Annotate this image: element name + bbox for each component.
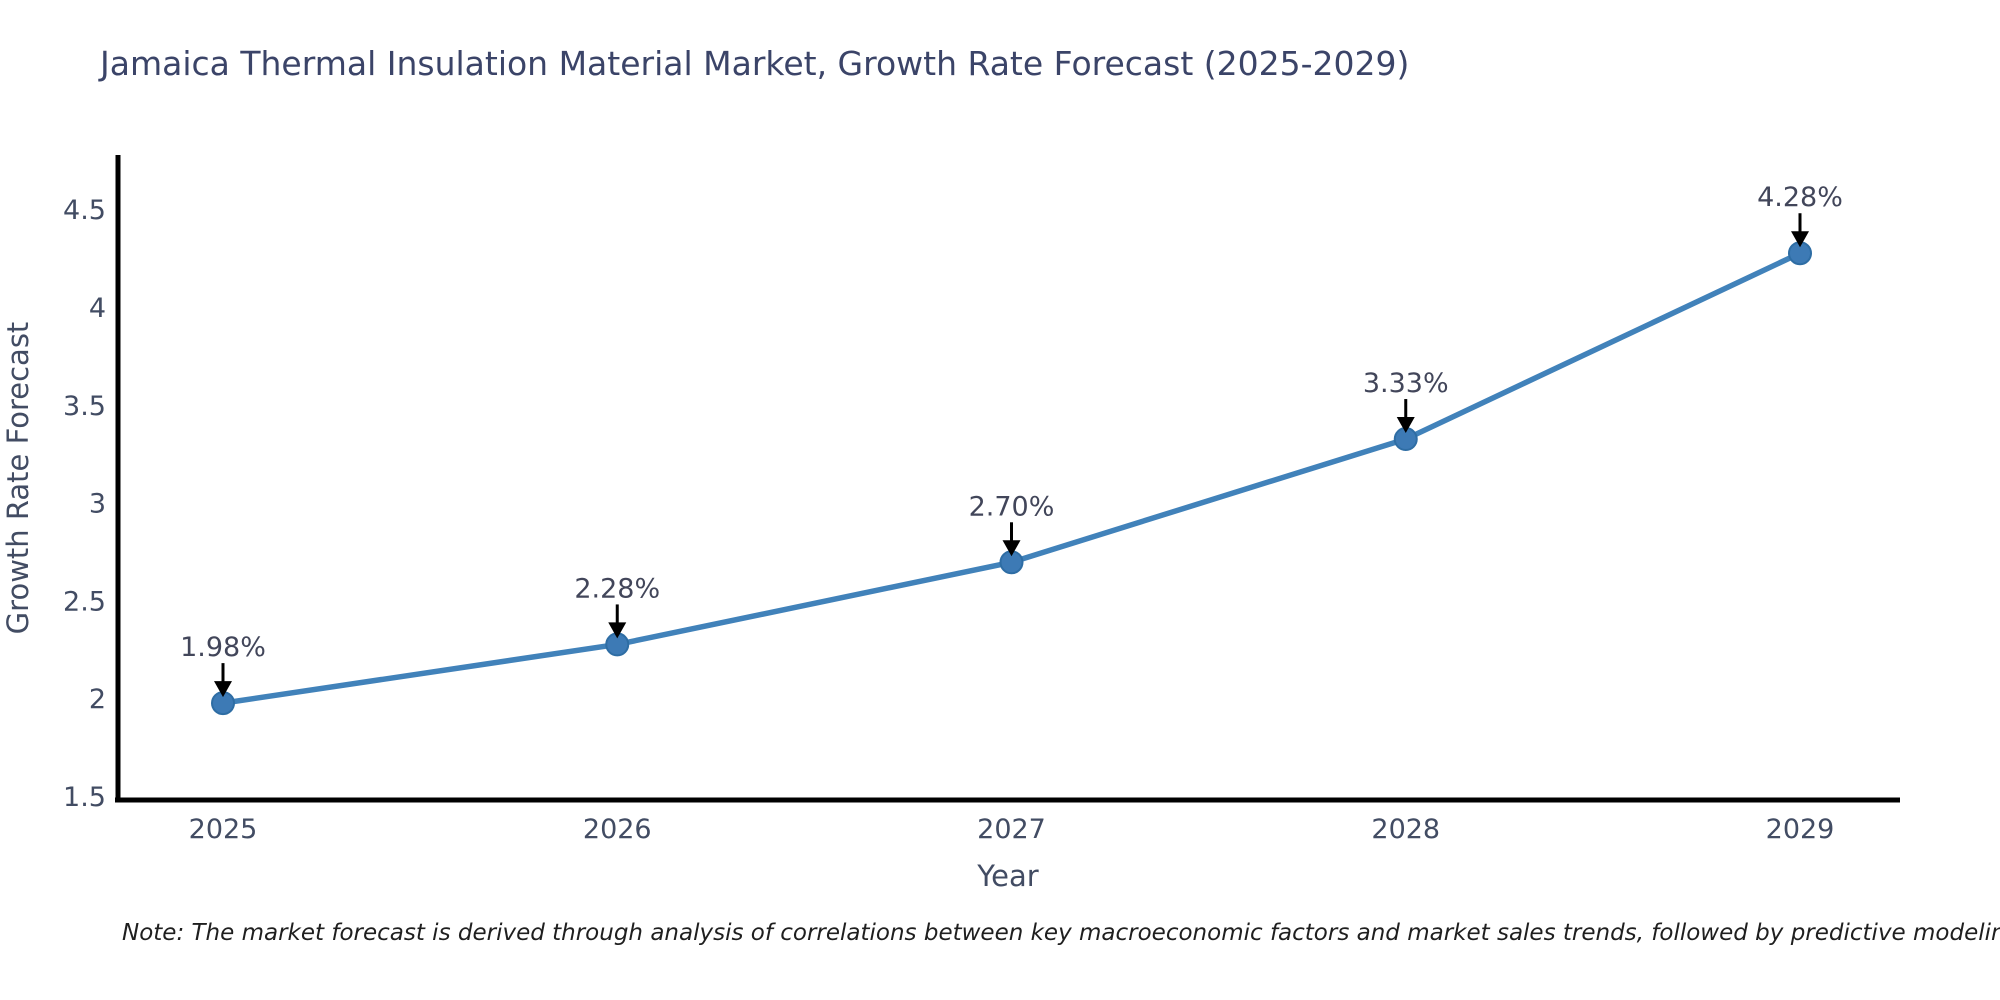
point-annotation-label: 1.98% (180, 632, 266, 663)
y-tick-label: 3 (89, 489, 106, 520)
annotation-arrow-head (214, 681, 232, 698)
x-tick-label: 2025 (189, 814, 258, 845)
x-tick-label: 2027 (977, 814, 1046, 845)
annotation-layer: 1.98% 2.28% 2.70% 3.33% 4.28% (180, 182, 1843, 698)
series-layer (211, 241, 1812, 716)
y-tick-label: 4 (89, 293, 106, 324)
tick-labels-layer: 1.5 2 2.5 3 3.5 4 4.5 2025 2026 2027 2028 2029 (63, 195, 1834, 845)
axes-layer (115, 155, 1900, 803)
x-tick-label: 2026 (583, 814, 652, 845)
x-tick-label: 2029 (1766, 814, 1835, 845)
point-annotation-label: 2.70% (969, 491, 1055, 522)
y-tick-label: 4.5 (63, 195, 106, 226)
y-tick-label: 3.5 (63, 391, 106, 422)
annotation-arrow-head (608, 622, 627, 639)
point-annotation-label: 4.28% (1757, 182, 1843, 213)
point-annotation-label: 2.28% (574, 573, 660, 604)
annotation-arrow-head (1002, 540, 1021, 557)
point-annotation-label: 3.33% (1363, 368, 1449, 399)
annotation-arrow-head (1791, 231, 1809, 248)
chart-title: Jamaica Thermal Insulation Material Mark… (100, 44, 1410, 83)
x-tick-label: 2028 (1371, 814, 1440, 845)
x-axis-title: Year (976, 859, 1038, 893)
annotation-arrow-head (1396, 417, 1415, 434)
y-tick-label: 1.5 (63, 782, 106, 813)
y-tick-label: 2.5 (63, 586, 106, 617)
footnote: Note: The market forecast is derived thr… (122, 920, 2000, 946)
series-line (220, 250, 1803, 706)
y-tick-label: 2 (89, 684, 106, 715)
y-axis-title: Growth Rate Forecast (1, 322, 35, 635)
